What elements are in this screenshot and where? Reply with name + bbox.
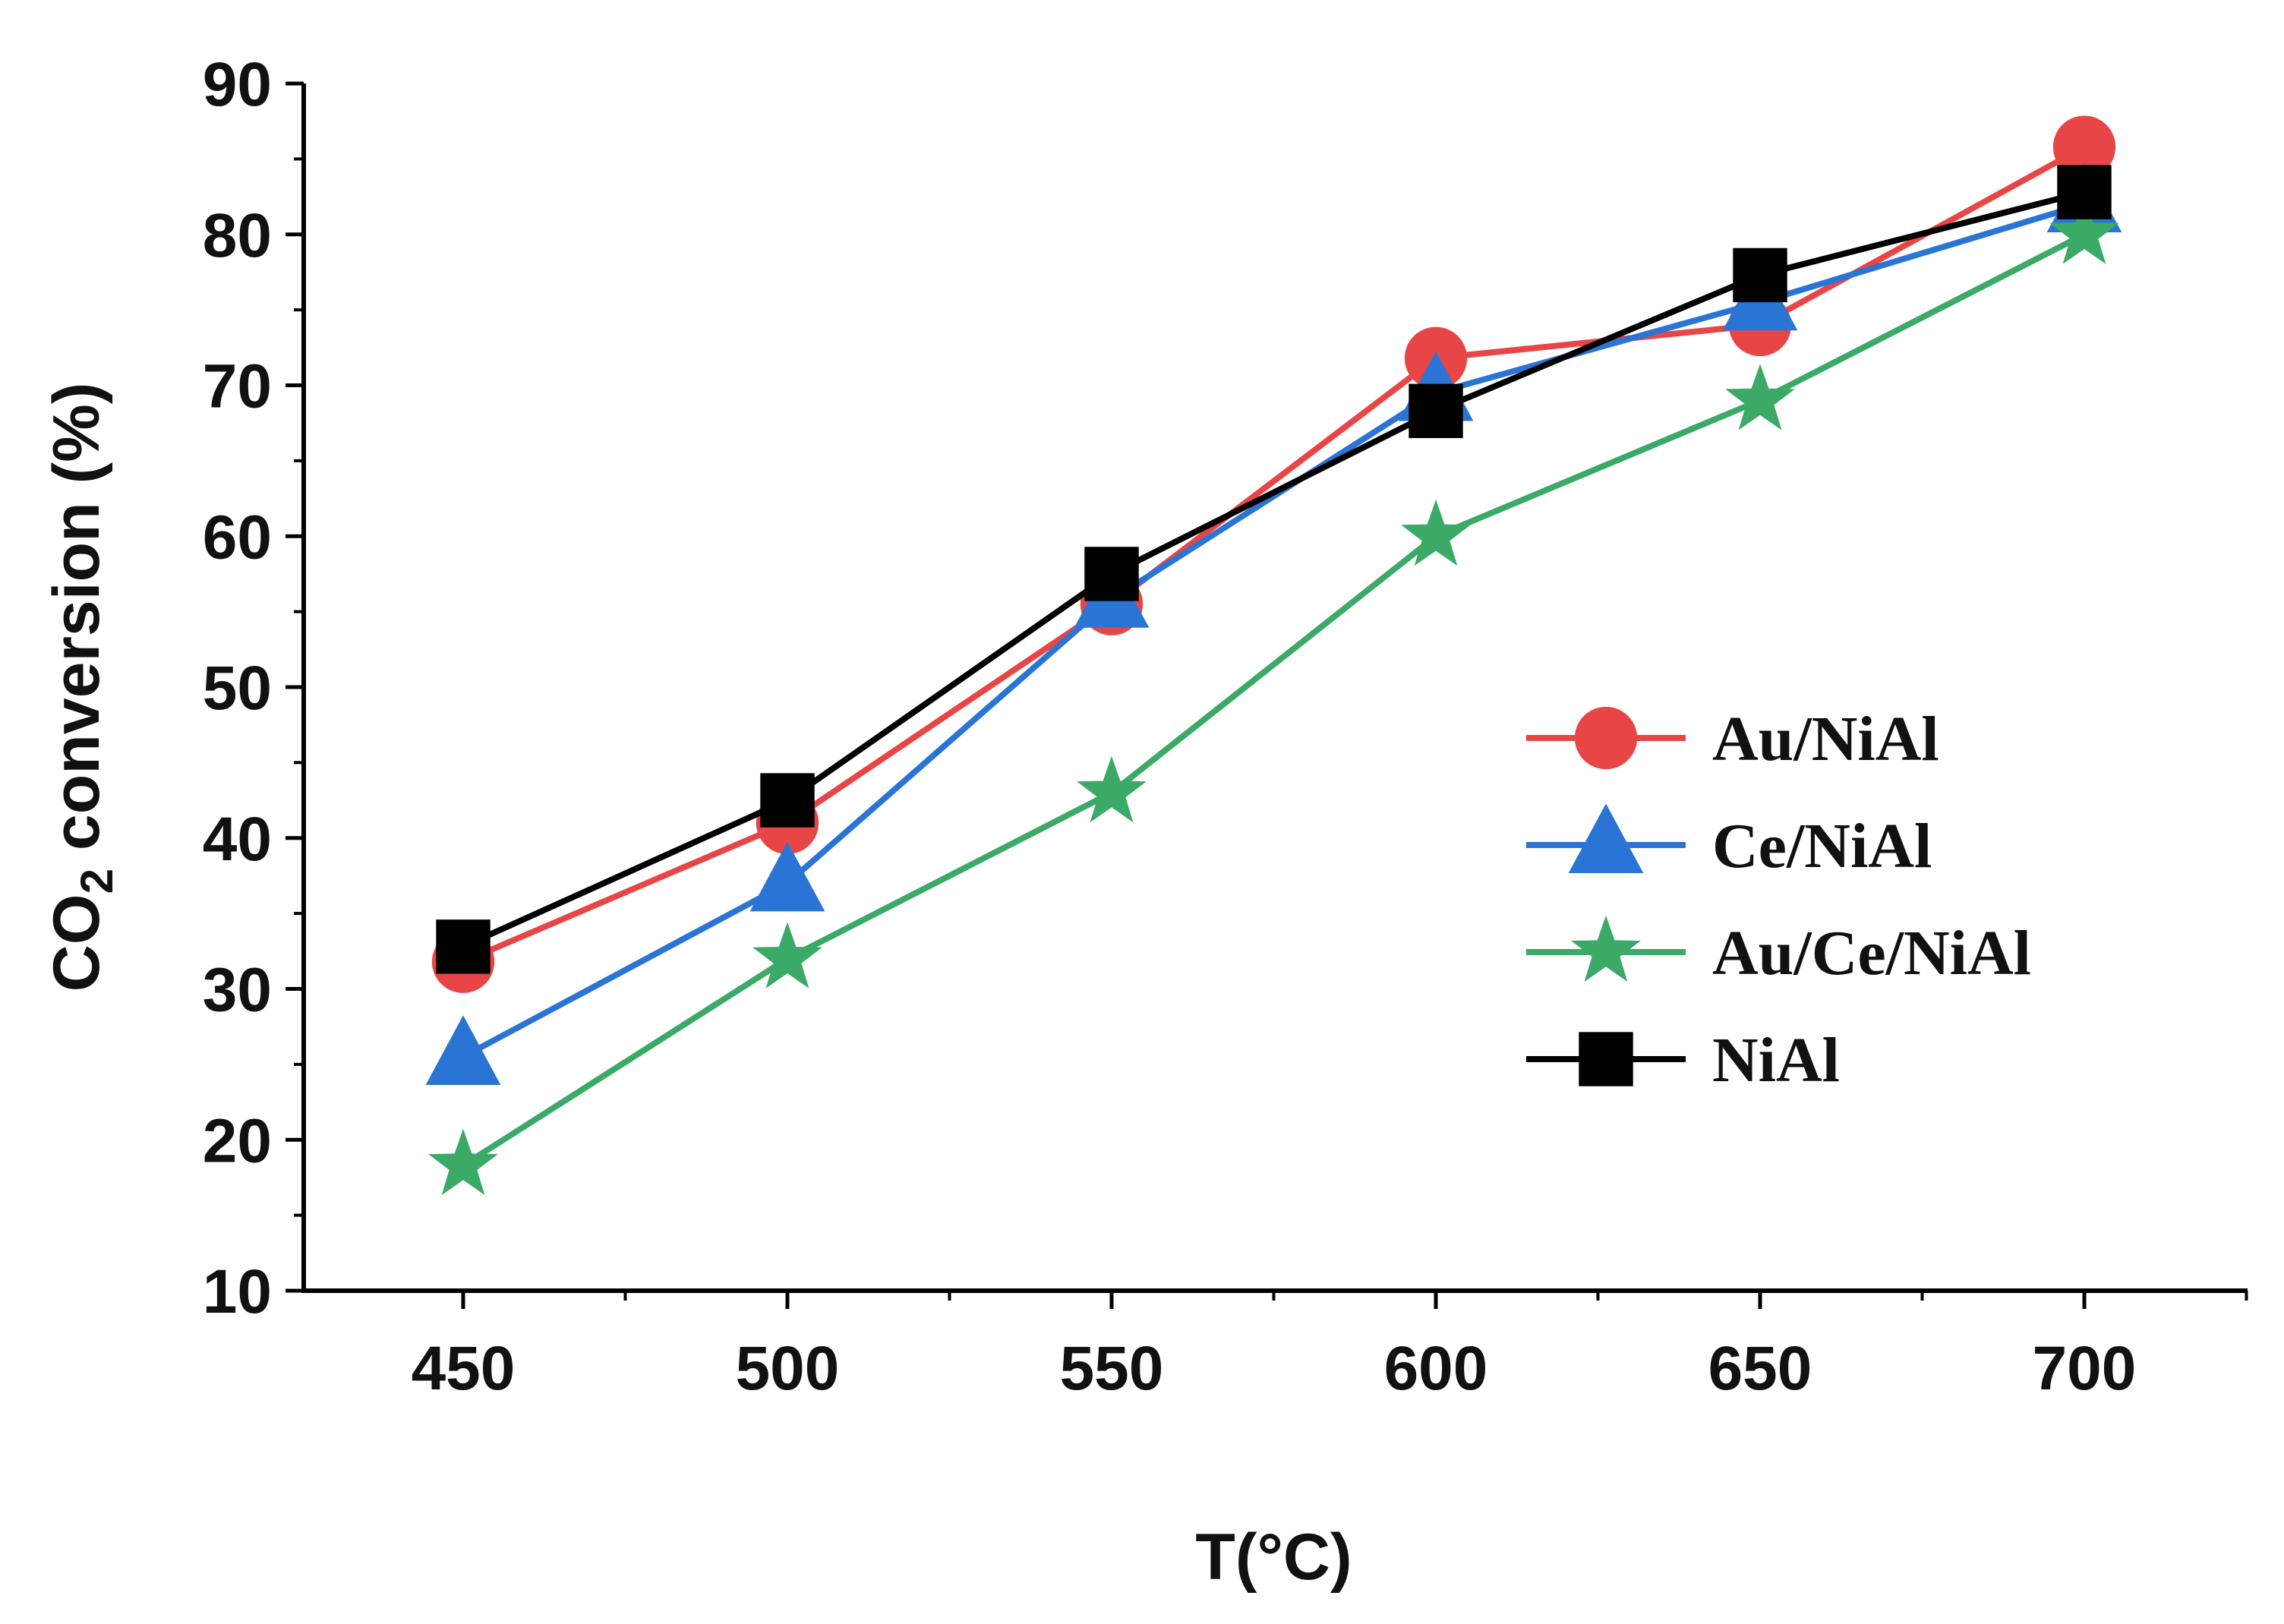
axes: 10 20 30 40 50 60 70 80 90 450 500 550 600 650 700 — [203, 50, 2248, 1403]
y-tick-label: 10 — [203, 1257, 272, 1326]
legend-label: Au/NiAl — [1712, 704, 1939, 774]
marker-star — [1077, 755, 1147, 823]
y-axis-title: CO2 conversion (%) — [40, 383, 122, 992]
marker-triangle — [1568, 803, 1644, 874]
marker-star — [752, 922, 822, 989]
x-tick-label: 450 — [412, 1334, 516, 1403]
series-nial — [436, 165, 2112, 974]
series-line — [461, 232, 2086, 1168]
series-line — [462, 189, 2085, 950]
y-tick-label: 40 — [203, 805, 272, 874]
legend-label: Ce/NiAl — [1712, 811, 1932, 881]
series-line — [462, 143, 2086, 965]
marker-star — [1401, 500, 1471, 566]
legend-item: Ce/NiAl — [1526, 803, 1932, 881]
x-tick-label: 500 — [736, 1334, 840, 1403]
marker-triangle — [425, 1015, 501, 1085]
y-axis-title-subscript: 2 — [71, 869, 122, 894]
legend-item: NiAl — [1526, 1025, 1840, 1096]
series-au-ce-nial — [428, 197, 2119, 1196]
legend-label: Au/Ce/NiAl — [1712, 918, 2031, 989]
marker-square — [760, 773, 815, 828]
y-tick-label: 30 — [203, 956, 272, 1025]
x-tick-label: 550 — [1060, 1334, 1164, 1403]
marker-circle — [2052, 115, 2116, 178]
marker-star — [428, 1128, 498, 1196]
marker-star — [2049, 197, 2119, 264]
y-tick-label: 90 — [203, 50, 272, 119]
marker-star — [1725, 364, 1795, 430]
marker-square — [1579, 1032, 1633, 1086]
x-tick-label: 650 — [1708, 1334, 1812, 1403]
marker-triangle — [749, 841, 825, 912]
legend-item: Au/NiAl — [1526, 704, 1939, 774]
y-axis-title-prefix: CO — [40, 894, 113, 992]
x-axis-title: T(°C) — [1195, 1521, 1352, 1594]
y-tick-label: 20 — [203, 1106, 272, 1175]
y-tick-label: 70 — [203, 352, 272, 421]
y-tick-label: 50 — [203, 654, 272, 723]
legend: Au/NiAl Ce/NiAl Au/Ce/NiAl NiAl — [1526, 704, 2031, 1096]
marker-square — [1409, 383, 1463, 438]
marker-square — [1084, 547, 1139, 601]
marker-square — [436, 919, 491, 974]
marker-square — [2057, 165, 2112, 219]
series-layer — [425, 115, 2122, 1196]
marker-star — [1571, 915, 1641, 982]
x-tick-label: 700 — [2033, 1334, 2137, 1403]
marker-circle — [1574, 706, 1638, 770]
y-axis-title-suffix: conversion (%) — [40, 383, 113, 869]
y-tick-label: 80 — [203, 201, 272, 270]
legend-label: NiAl — [1712, 1025, 1840, 1096]
series-line — [462, 201, 2086, 1060]
y-tick-label: 60 — [203, 503, 272, 572]
x-tick-label: 600 — [1384, 1334, 1488, 1403]
legend-item: Au/Ce/NiAl — [1526, 915, 2031, 989]
marker-square — [1733, 248, 1787, 303]
